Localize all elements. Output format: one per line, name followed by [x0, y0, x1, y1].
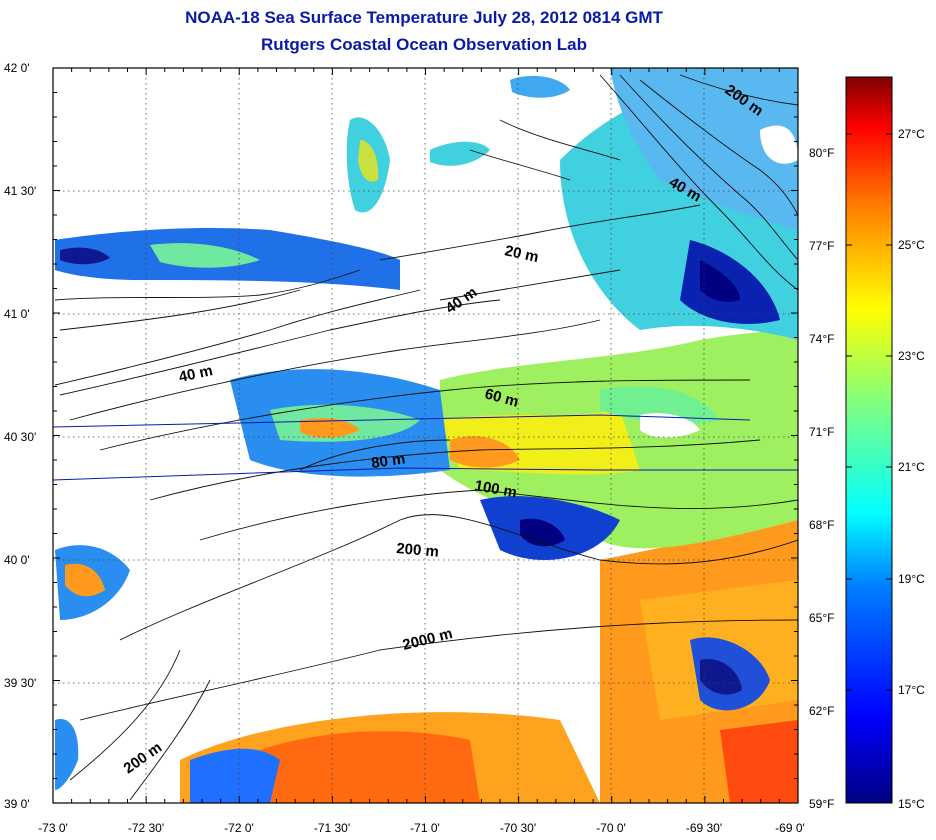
- colorbar-gradient: [845, 76, 893, 804]
- axis-ticks: [52, 67, 799, 804]
- celsius-label: 25°C: [898, 238, 925, 252]
- fahrenheit-label: 68°F: [809, 518, 834, 532]
- lon-label: -71 30': [314, 821, 350, 835]
- lon-label: -73 0': [38, 821, 68, 835]
- lat-label: 42 0': [4, 61, 30, 75]
- lat-label: 39 30': [4, 676, 36, 690]
- lat-label: 40 30': [4, 430, 36, 444]
- celsius-label: 23°C: [898, 349, 925, 363]
- isobath-lines: [54, 74, 798, 801]
- contour-label: 20 m: [503, 242, 540, 266]
- survey-lines: [53, 414, 798, 481]
- fahrenheit-label: 59°F: [809, 797, 834, 811]
- fahrenheit-scale: 80°F 77°F 74°F 71°F 68°F 65°F 62°F 59°F: [809, 146, 834, 811]
- fahrenheit-label: 74°F: [809, 332, 834, 346]
- celsius-label: 15°C: [898, 797, 925, 811]
- lat-label: 41 0': [4, 307, 30, 321]
- celsius-label: 19°C: [898, 572, 925, 586]
- fahrenheit-label: 71°F: [809, 425, 834, 439]
- latitude-axis: 42 0' 41 30' 41 0' 40 30' 40 0' 39 30' 3…: [4, 61, 36, 811]
- lon-label: -70 0': [596, 821, 626, 835]
- lat-label: 39 0': [4, 797, 30, 811]
- temperature-colorbar: 27°C 25°C 23°C 21°C 19°C 17°C 15°C: [845, 76, 925, 811]
- contour-label: 40 m: [177, 362, 214, 386]
- map-subtitle: Rutgers Coastal Ocean Observation Lab: [261, 35, 587, 54]
- longitude-axis: -73 0' -72 30' -72 0' -71 30' -71 0' -70…: [38, 821, 805, 835]
- lon-label: -72 0': [224, 821, 254, 835]
- lon-label: -72 30': [128, 821, 164, 835]
- fahrenheit-label: 62°F: [809, 704, 834, 718]
- lon-label: -70 30': [500, 821, 536, 835]
- contour-label: 80 m: [370, 450, 406, 472]
- lon-label: -69 30': [686, 821, 722, 835]
- celsius-label: 17°C: [898, 683, 925, 697]
- celsius-label: 27°C: [898, 127, 925, 141]
- celsius-label: 21°C: [898, 460, 925, 474]
- map-plot-area: 200 m 40 m 20 m 40 m 40 m 60 m 80 m 100 …: [53, 68, 798, 803]
- lon-label: -71 0': [410, 821, 440, 835]
- map-title: NOAA-18 Sea Surface Temperature July 28,…: [185, 8, 663, 27]
- map-gridlines: [53, 68, 798, 803]
- colorbar-ticks: [846, 133, 892, 691]
- lat-label: 40 0': [4, 553, 30, 567]
- fahrenheit-label: 65°F: [809, 611, 834, 625]
- lat-label: 41 30': [4, 184, 36, 198]
- lon-label: -69 0': [775, 821, 805, 835]
- fahrenheit-label: 77°F: [809, 239, 834, 253]
- contour-label: 200 m: [396, 540, 440, 561]
- fahrenheit-label: 80°F: [809, 146, 834, 160]
- sst-data-layer: [55, 68, 798, 803]
